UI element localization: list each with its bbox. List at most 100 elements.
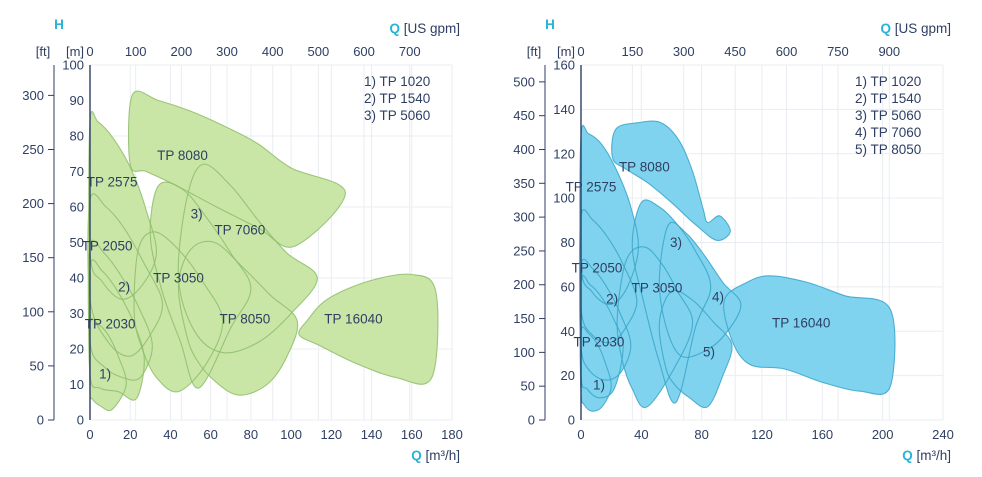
ft-tick-label: 0 (528, 413, 535, 428)
q-unit: [US gpm] (891, 21, 951, 36)
region-outline-tp-16040 (723, 275, 896, 395)
region-label: TP 3050 (153, 271, 204, 286)
region-outline-tp-8050 (658, 289, 733, 409)
ft-tick-label: 350 (513, 176, 535, 191)
region-outline-tp-2030 (88, 259, 145, 401)
gpm-tick-label: 0 (86, 44, 93, 59)
region-fill-tp-2575 (579, 125, 639, 305)
m-tick-label: 30 (70, 306, 84, 321)
ft-tick-label: 0 (37, 413, 44, 428)
m3h-tick-label: 120 (320, 427, 342, 442)
m-tick-label: 140 (553, 102, 575, 117)
gpm-tick-label: 450 (724, 44, 746, 59)
region-outline-tp-5060 (631, 199, 712, 404)
region-label: TP 8050 (219, 311, 270, 326)
m3h-tick-label: 180 (441, 427, 463, 442)
ft-unit-label: [ft] (527, 44, 541, 59)
top-axis-title: Q [US gpm] (389, 21, 460, 36)
q-unit: [m³/h] (913, 448, 951, 463)
m3h-tick-label: 240 (932, 427, 954, 442)
region-outline-tp-16040 (298, 273, 439, 385)
top-axis-title: Q [US gpm] (880, 21, 951, 36)
m-tick-label: 80 (70, 129, 84, 144)
gpm-tick-label: 0 (577, 44, 584, 59)
legend-item: 2) TP 1540 (364, 91, 430, 106)
region-label: TP 3050 (632, 280, 683, 295)
envelope-fills (87, 91, 438, 411)
chart-right-canvas: 0204060801001201401600501001502002503003… (513, 17, 954, 463)
m-unit-label: [m] (66, 44, 84, 59)
region-label: TP 8080 (157, 148, 208, 163)
m-tick-label: 60 (561, 279, 575, 294)
m-tick-label: 160 (553, 58, 575, 73)
m3h-tick-label: 160 (811, 427, 833, 442)
pump-selection-chart-right: 0 20 40 60 80 100 120 140 160 0 50 100 150 200 250 300 3… (491, 0, 982, 477)
legend-item: 1) TP 1020 (364, 74, 430, 89)
q-unit: [US gpm] (400, 21, 460, 36)
bottom-axis-title: Q [m³/h] (411, 448, 460, 463)
m-tick-label: 80 (561, 235, 575, 250)
m3h-tick-label: 60 (203, 427, 217, 442)
region-label: 2) (606, 292, 618, 307)
region-label: 3) (670, 235, 682, 250)
legend-item: 2) TP 1540 (855, 91, 921, 106)
gpm-tick-label: 400 (262, 44, 284, 59)
ft-unit-label: [ft] (36, 44, 50, 59)
region-label: TP 8080 (619, 160, 670, 175)
chart-left-canvas: 0102030405060708090100050100150200250300… (22, 17, 463, 463)
m-tick-label: 20 (70, 342, 84, 357)
m3h-tick-label: 200 (872, 427, 894, 442)
m3h-tick-label: 140 (361, 427, 383, 442)
region-label: TP 2050 (572, 261, 623, 276)
ft-tick-label: 500 (513, 74, 535, 89)
h-axis-label: H (54, 17, 64, 32)
m-tick-label: 100 (553, 191, 575, 206)
q-accent: Q (389, 21, 400, 36)
m3h-tick-label: 80 (694, 427, 708, 442)
region-outline-tp-2050 (87, 193, 163, 357)
region-label: 4) (712, 290, 724, 305)
region-fill-tp-8050 (178, 241, 298, 396)
gpm-tick-label: 500 (308, 44, 330, 59)
region-outline-tp-1020 (88, 318, 127, 412)
region-label: TP 7060 (214, 223, 265, 238)
ft-tick-label: 200 (513, 277, 535, 292)
m-tick-label: 120 (553, 146, 575, 161)
m-tick-label: 20 (561, 368, 575, 383)
region-outline-tp-7060 (177, 163, 318, 354)
region-outline-tp-8080 (127, 90, 346, 248)
envelope-outlines (578, 120, 896, 412)
m3h-tick-label: 120 (751, 427, 773, 442)
gpm-tick-label: 300 (673, 44, 695, 59)
legend-item: 3) TP 5060 (364, 108, 430, 123)
ft-tick-label: 400 (513, 142, 535, 157)
region-outline-tp-1540 (87, 239, 153, 381)
legend-item: 4) TP 7060 (855, 125, 921, 140)
m-tick-label: 100 (62, 58, 84, 73)
region-outline-tp-7060 (658, 221, 742, 358)
region-outline-tp-2030 (579, 275, 624, 399)
region-label: TP 2050 (82, 239, 133, 254)
ft-tick-label: 150 (22, 250, 44, 265)
pump-selection-chart-left: 0 10 20 30 40 50 60 70 80 90 100 0 50 100 150 200 250 300… (22, 17, 463, 463)
m3h-tick-label: 160 (401, 427, 423, 442)
gpm-tick-label: 600 (776, 44, 798, 59)
h-axis-label: H (545, 17, 555, 32)
region-label: TP 16040 (772, 316, 830, 331)
m3h-tick-label: 40 (634, 427, 648, 442)
gpm-tick-label: 750 (827, 44, 849, 59)
m-tick-label: 50 (70, 235, 84, 250)
m3h-tick-label: 100 (280, 427, 302, 442)
region-fill-tp-8050 (659, 290, 733, 408)
region-outline-tp-2050 (578, 209, 638, 344)
q-accent: Q (902, 448, 913, 463)
envelope-fills (579, 121, 895, 412)
region-label: TP 2030 (85, 317, 136, 332)
q-accent: Q (880, 21, 891, 36)
m-tick-label: 40 (561, 324, 575, 339)
gpm-tick-label: 900 (878, 44, 900, 59)
m-tick-label: 40 (70, 271, 84, 286)
m-tick-label: 70 (70, 164, 84, 179)
region-outline-tp-1020 (579, 326, 612, 412)
